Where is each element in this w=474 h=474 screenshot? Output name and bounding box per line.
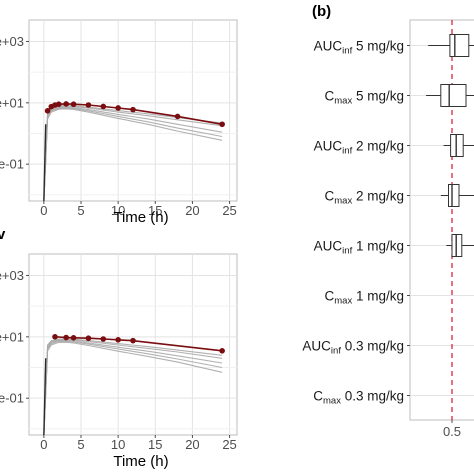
- simulated-profile-line: [43, 107, 223, 202]
- simulated-profile-line: [43, 108, 223, 202]
- box: [450, 134, 464, 157]
- row-label-subscript: max: [334, 196, 352, 207]
- x-tick-label: 15: [148, 203, 162, 218]
- observed-point: [85, 102, 92, 108]
- row-label-main: C: [325, 189, 335, 204]
- row-label-main: C: [325, 89, 335, 104]
- row-label-dose: 5 mg/kg: [352, 39, 404, 54]
- row-label-subscript: inf: [331, 346, 341, 357]
- observed-point: [44, 107, 51, 114]
- y-tick-label: e+03: [0, 268, 24, 283]
- row-label: AUCinf 2 mg/kg: [314, 139, 404, 157]
- panel-bottom-left: e+03 e+01 e-01 0 5 10 15 20 25 Time (h): [0, 253, 238, 470]
- row-label: Cmax 5 mg/kg: [325, 89, 404, 107]
- row-label-dose: 1 mg/kg: [352, 239, 404, 254]
- observed-point: [100, 336, 107, 342]
- row-label-dose: 2 mg/kg: [352, 189, 404, 204]
- observed-point: [85, 335, 92, 342]
- observed-point: [70, 101, 77, 108]
- row-label-main: AUC: [314, 139, 343, 154]
- row-label-main: AUC: [302, 339, 331, 354]
- row-label-subscript: max: [334, 96, 352, 107]
- observed-point: [115, 105, 121, 111]
- x-tick-label: 5: [77, 203, 84, 218]
- simulated-profile-line: [43, 341, 223, 436]
- row-label: AUCinf 5 mg/kg: [314, 39, 404, 57]
- observed-point: [130, 106, 136, 113]
- row-label-subscript: inf: [342, 246, 352, 257]
- observed-point: [63, 101, 69, 107]
- row-label-subscript: inf: [342, 146, 352, 157]
- row-label-main: C: [313, 389, 323, 404]
- simulated-profile-line: [43, 339, 223, 436]
- observed-point: [70, 334, 77, 341]
- row-label: AUCinf 0.3 mg/kg: [302, 339, 404, 357]
- x-tick-label: 25: [222, 203, 236, 218]
- x-tick-label: 15: [148, 437, 162, 452]
- observed-point: [130, 337, 136, 344]
- x-tick-label: 10: [111, 437, 125, 452]
- observed-point: [100, 103, 107, 110]
- observed-point: [52, 334, 58, 340]
- x-tick-label: 0: [40, 203, 47, 218]
- row-label-dose: 0.3 mg/kg: [341, 339, 404, 354]
- observed-point: [219, 348, 225, 354]
- panel-tag-fragment: v: [0, 226, 6, 243]
- observed-point: [55, 101, 62, 108]
- x-tick-label: 20: [185, 437, 199, 452]
- observed-point: [115, 337, 121, 343]
- row-label-dose: 5 mg/kg: [352, 89, 404, 104]
- box: [440, 84, 467, 107]
- row-label-dose: 2 mg/kg: [352, 139, 404, 154]
- y-tick-label: e+03: [0, 34, 24, 49]
- y-tick-label: e+01: [0, 95, 24, 110]
- x-tick-label: 25: [222, 437, 236, 452]
- panel-label: (b): [312, 3, 331, 20]
- panel-top-left: e+03 e+01 e-01 0 5 10 15 20 25 Time (h): [0, 19, 238, 226]
- y-tick-label: e-01: [0, 157, 24, 172]
- row-label-main: AUC: [314, 239, 343, 254]
- observed-point: [174, 113, 181, 120]
- x-axis-title: Time (h): [113, 453, 168, 470]
- simulated-profile-line: [43, 340, 223, 436]
- y-tick-label: e+01: [0, 329, 24, 344]
- x-tick-label: 0.5: [443, 424, 461, 439]
- observed-point: [63, 334, 69, 341]
- box: [449, 34, 470, 57]
- row-label-main: AUC: [314, 39, 343, 54]
- x-tick-label: 5: [77, 437, 84, 452]
- row-label-subscript: max: [334, 296, 352, 307]
- row-label-dose: 1 mg/kg: [352, 289, 404, 304]
- box: [448, 184, 460, 207]
- row-label: Cmax 2 mg/kg: [325, 189, 404, 207]
- observed-point: [219, 121, 225, 128]
- row-label: AUCinf 1 mg/kg: [314, 239, 404, 257]
- row-label: Cmax 0.3 mg/kg: [313, 389, 404, 407]
- absorption-phase-line: [43, 358, 47, 436]
- x-tick-label: 20: [185, 203, 199, 218]
- row-label-subscript: max: [323, 396, 341, 407]
- x-tick-label: 10: [111, 203, 125, 218]
- row-label-subscript: inf: [342, 46, 352, 57]
- row-label: Cmax 1 mg/kg: [325, 289, 404, 307]
- y-tick-label: e-01: [0, 391, 24, 406]
- row-label-dose: 0.3 mg/kg: [341, 389, 404, 404]
- absorption-phase-line: [43, 124, 47, 202]
- row-label-main: C: [325, 289, 335, 304]
- x-tick-label: 0: [40, 437, 47, 452]
- x-axis-title: Time (h): [113, 209, 168, 226]
